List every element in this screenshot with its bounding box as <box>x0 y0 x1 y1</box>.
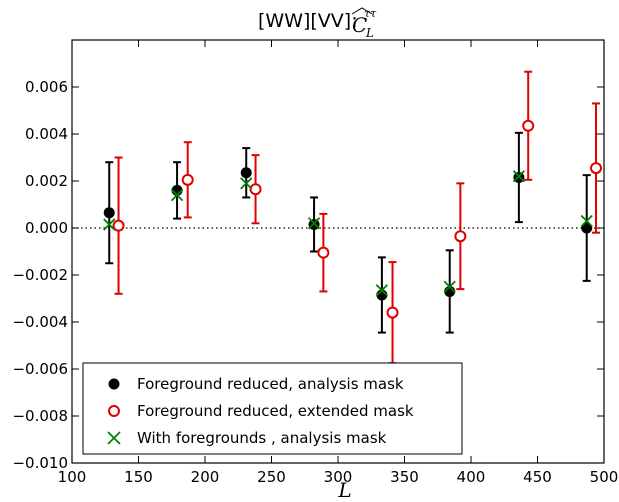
y-tick-label: 0.004 <box>25 125 68 143</box>
x-tick-label: 100 <box>58 468 87 486</box>
x-tick-label: 400 <box>457 468 486 486</box>
data-point <box>443 280 456 293</box>
legend-marker-extended-mask <box>108 405 120 417</box>
data-point <box>112 219 125 232</box>
data-point <box>240 167 252 179</box>
y-tick-label: 0.006 <box>25 78 68 96</box>
y-tick-label: 0.002 <box>25 172 68 190</box>
data-point <box>512 170 526 183</box>
data-point <box>249 183 262 196</box>
data-point <box>580 214 593 228</box>
x-tick-label: 350 <box>390 468 419 486</box>
data-point <box>170 188 184 202</box>
data-point <box>581 222 593 234</box>
data-point <box>454 230 467 243</box>
x-mark-stroke <box>103 218 116 231</box>
svg-text:C: C <box>352 13 367 37</box>
legend-label-analysis-mask: Foreground reduced, analysis mask <box>137 375 404 393</box>
x-axis-label: L <box>337 478 351 502</box>
series-0 <box>103 131 593 334</box>
data-point <box>317 246 330 259</box>
y-tick-label: −0.006 <box>12 360 68 378</box>
legend-marker-analysis-mask <box>108 378 120 390</box>
legend-label-extended-mask: Foreground reduced, extended mask <box>137 402 414 420</box>
x-mark-stroke <box>512 170 526 183</box>
x-tick-label: 500 <box>590 468 619 486</box>
series-2 <box>103 170 593 297</box>
x-tick-label: 300 <box>324 468 353 486</box>
series-1 <box>112 70 603 365</box>
legend-box <box>82 362 463 455</box>
x-tick-label: 450 <box>523 468 552 486</box>
legend-label-with-foregrounds: With foregrounds , analysis mask <box>137 429 387 447</box>
data-point <box>522 119 535 132</box>
data-point <box>240 177 253 190</box>
data-point <box>181 173 194 186</box>
data-point <box>375 284 389 297</box>
y-tick-label: 0.000 <box>25 219 68 237</box>
legend: Foreground reduced, analysis mask Foregr… <box>82 362 463 455</box>
chart-title-math: C L ττ <box>351 7 377 40</box>
y-tick-label: −0.002 <box>12 266 68 284</box>
chart-title: [WW][VV]: <box>258 10 358 32</box>
x-tick-label: 200 <box>191 468 220 486</box>
data-point <box>307 217 321 230</box>
x-mark-stroke <box>375 284 389 297</box>
x-tick-label: 250 <box>257 468 286 486</box>
x-mark-stroke <box>443 280 456 293</box>
y-tick-label: −0.010 <box>12 454 68 472</box>
legend-marker-with-foregrounds <box>107 431 121 445</box>
data-point <box>386 306 399 319</box>
x-tick-label: 150 <box>124 468 153 486</box>
x-mark-stroke <box>170 188 184 202</box>
x-mark-stroke <box>580 214 593 228</box>
data-point <box>103 207 115 219</box>
y-tick-label: −0.008 <box>12 407 68 425</box>
x-mark-stroke <box>307 217 321 230</box>
data-point <box>590 162 603 175</box>
y-tick-label: −0.004 <box>12 313 68 331</box>
data-point <box>103 218 116 231</box>
x-mark-stroke <box>240 177 253 190</box>
svg-text:L: L <box>365 26 374 40</box>
